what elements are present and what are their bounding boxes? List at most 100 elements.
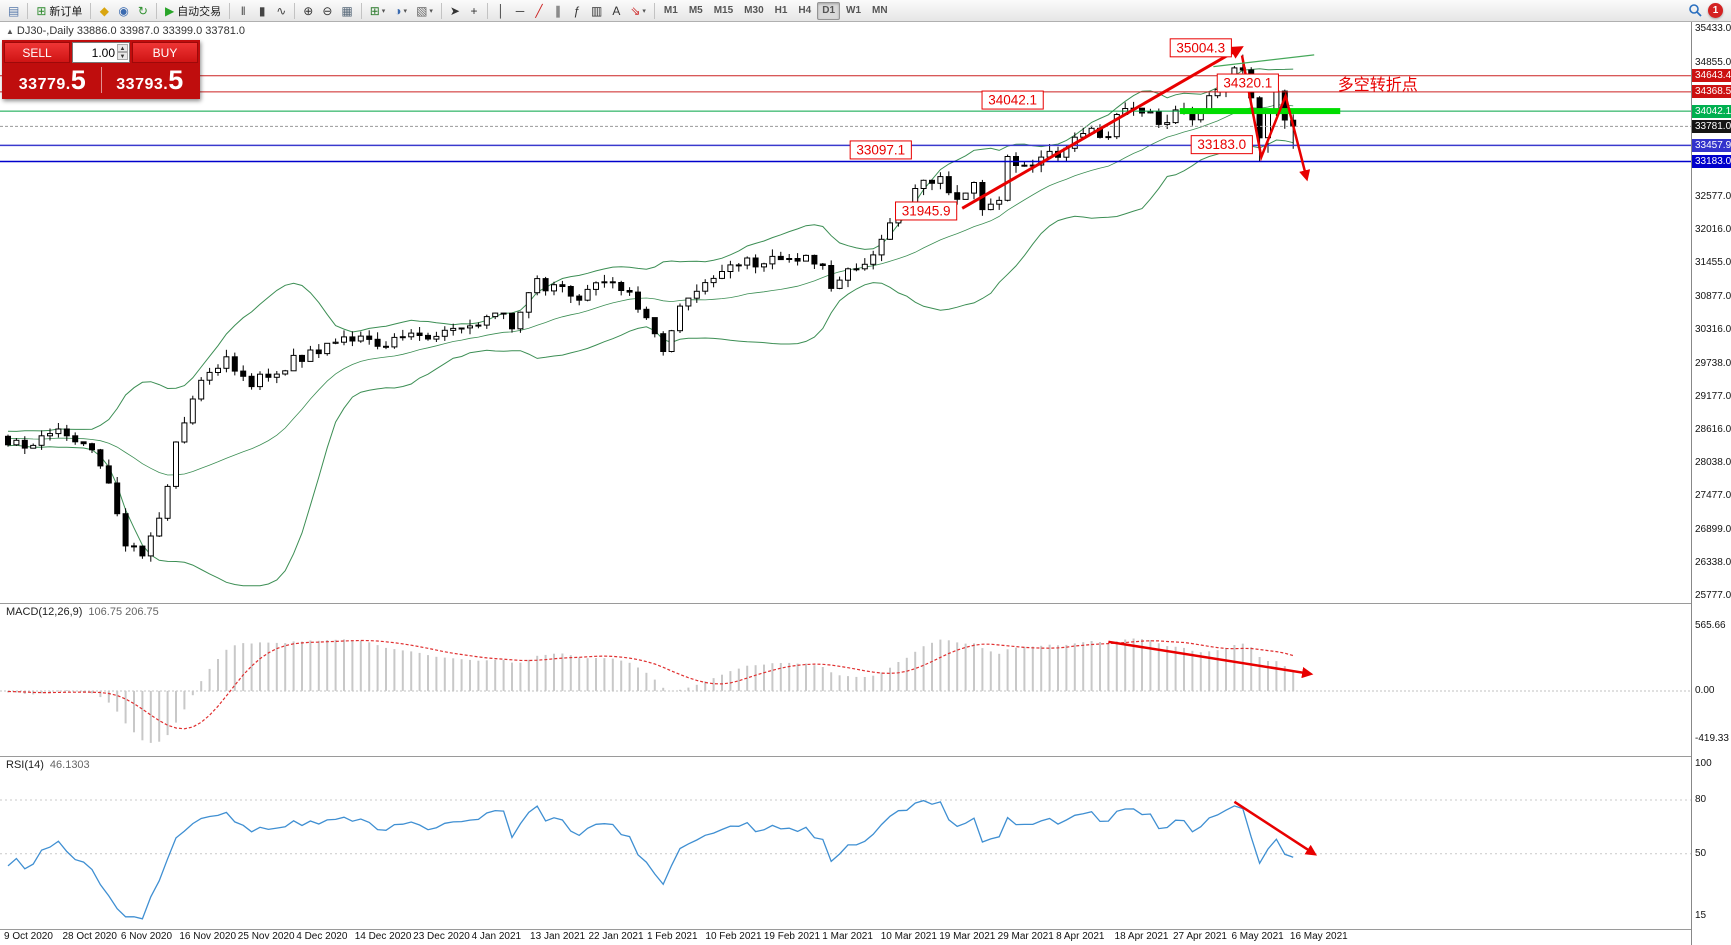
date-axis-label: 19 Mar 2021: [939, 931, 996, 942]
autotrading-icon: ▶: [164, 3, 175, 18]
buy-button[interactable]: BUY: [132, 42, 198, 63]
bar-chart-icon[interactable]: ‖: [234, 2, 252, 20]
price-annotation[interactable]: 33097.1: [849, 140, 912, 160]
rsi-trend-arrow[interactable]: [1233, 800, 1318, 856]
rsi-axis-label: 15: [1695, 910, 1707, 922]
toolbar-separator: [155, 2, 157, 19]
rsi-indicator-label: RSI(14) 46.1303: [6, 759, 90, 771]
price-annotation[interactable]: 35004.3: [1169, 38, 1232, 58]
new-order-button[interactable]: ⊞ 新订单: [32, 2, 86, 20]
zoom-in-button[interactable]: ⊕: [299, 2, 317, 20]
price-annotation[interactable]: 31945.9: [895, 201, 958, 221]
timeframe-d1-button[interactable]: D1: [817, 1, 841, 20]
one-click-trading-panel: SELL ▲ ▼ BUY 33779.5 33793.5: [2, 40, 200, 99]
trend-line-2[interactable]: [1240, 55, 1311, 182]
date-axis-label: 28 Oct 2020: [62, 931, 117, 942]
price-annotation[interactable]: 34042.1: [981, 90, 1044, 110]
refresh-icon-icon: ↻: [137, 3, 148, 18]
arrow-objects-icon-icon: ⇘: [630, 3, 641, 18]
timeframe-h4-button[interactable]: H4: [798, 5, 812, 16]
text-annotation[interactable]: 多空转折点: [1338, 76, 1418, 94]
fibonacci-icon[interactable]: ƒ: [568, 2, 586, 20]
date-axis-label: 13 Jan 2021: [530, 931, 586, 942]
timeframe-m15-button[interactable]: M15: [713, 5, 734, 16]
templates-icon-icon: ▧: [416, 3, 428, 18]
new-chart-button[interactable]: ⊞ ▾: [366, 2, 390, 20]
arrow-objects-icon[interactable]: ⇘ ▾: [626, 2, 650, 20]
main-chart[interactable]: 35004.3 34320.1 34042.1 33097.1 31945.9 33183…: [0, 22, 1691, 603]
panel-separator[interactable]: [0, 756, 1691, 757]
price-annotation[interactable]: 33183.0: [1190, 135, 1253, 155]
trend-line-1[interactable]: [961, 46, 1244, 210]
templates-icon[interactable]: ▧ ▾: [412, 2, 437, 20]
panel-separator[interactable]: [0, 603, 1691, 604]
new-chart-icon: ⊞: [369, 3, 380, 18]
chevron-down-icon: ▾: [381, 7, 386, 15]
zoom-out-icon: ⊖: [322, 3, 333, 18]
volume-down-button[interactable]: ▼: [117, 52, 128, 60]
sell-button[interactable]: SELL: [4, 42, 70, 63]
bar-chart-icon-icon: ‖: [240, 3, 246, 18]
fibonacci-icon-icon: ƒ: [573, 3, 581, 18]
text-icon-icon: A: [612, 3, 621, 18]
time-axis[interactable]: 9 Oct 2020 28 Oct 2020 6 Nov 2020 16 Nov 20…: [0, 930, 1691, 945]
price-axis[interactable]: 35433.034855.034294.833733.833172.832577…: [1692, 22, 1731, 945]
cursor-icon[interactable]: ➤: [446, 2, 464, 20]
toolbar-separator: [90, 2, 92, 19]
tile-windows-icon[interactable]: ▦: [337, 2, 356, 20]
date-axis-label: 23 Dec 2020: [413, 931, 470, 942]
search-icon[interactable]: [1688, 3, 1703, 18]
line-chart-icon[interactable]: ∿: [272, 2, 290, 20]
autotrading-button[interactable]: ▶ 自动交易: [161, 2, 225, 20]
rsi-chart[interactable]: [0, 757, 1691, 929]
notification-badge[interactable]: 1: [1708, 3, 1723, 18]
refresh-icon[interactable]: ↻: [134, 2, 152, 20]
timeframe-m1-button[interactable]: M1: [663, 5, 678, 16]
price-annotation[interactable]: 34320.1: [1216, 73, 1279, 93]
buy-price[interactable]: 33793. 5: [102, 64, 199, 95]
timeframe-m5-button[interactable]: M5: [688, 5, 703, 16]
toolbar-right: 1: [1688, 3, 1727, 18]
vertical-line-icon[interactable]: │: [492, 2, 510, 20]
price-tag: 33183.0: [1692, 154, 1731, 168]
svg-text:33183.0: 33183.0: [1197, 137, 1246, 152]
trend-line-3[interactable]: [1213, 54, 1315, 68]
price-axis-label: 29738.0: [1695, 357, 1731, 369]
trendline-icon[interactable]: ╱: [530, 2, 548, 20]
volume-up-button[interactable]: ▲: [117, 44, 128, 52]
macd-trend-arrow[interactable]: [1108, 640, 1314, 679]
shapes-icon[interactable]: ▥: [587, 2, 606, 20]
support-zone-highlight[interactable]: [1179, 108, 1341, 115]
timeframe-w1-button[interactable]: W1: [846, 5, 862, 16]
date-axis-label: 25 Nov 2020: [237, 931, 295, 942]
macd-indicator-label: MACD(12,26,9) 106.75 206.75: [6, 606, 159, 618]
price-axis-label: 30316.0: [1695, 323, 1731, 335]
candlestick-chart-icon[interactable]: ▮: [253, 2, 271, 20]
date-axis-label: 16 May 2021: [1289, 931, 1348, 942]
timeframe-m30-button[interactable]: M30: [744, 5, 764, 16]
data-window-icon[interactable]: ◉: [114, 2, 132, 20]
toolbar-separator: [229, 2, 231, 19]
shapes-icon-icon: ▥: [590, 3, 603, 18]
svg-text:31945.9: 31945.9: [902, 203, 951, 218]
market-watch-icon[interactable]: ◆: [95, 2, 113, 20]
zoom-out-button[interactable]: ⊖: [318, 2, 336, 20]
timeframe-h1-button[interactable]: H1: [774, 5, 788, 16]
buy-price-pips: 5: [168, 64, 184, 95]
price-axis-label: 27477.0: [1695, 490, 1731, 502]
charts-toolbar-icon[interactable]: ▤: [4, 2, 23, 20]
equidistant-channel-icon[interactable]: ∥: [549, 2, 567, 20]
volume-input[interactable]: [73, 44, 117, 61]
crosshair-icon[interactable]: +: [465, 2, 483, 20]
profiles-icon[interactable]: ◑ ▾: [390, 2, 411, 20]
date-axis-label: 27 Apr 2021: [1173, 931, 1227, 942]
bollinger-lower-band: [7, 139, 1294, 587]
horizontal-line-icon[interactable]: ─: [511, 2, 529, 20]
date-axis-label: 1 Feb 2021: [646, 931, 698, 942]
timeframe-mn-button[interactable]: MN: [872, 5, 888, 16]
autotrading-button-label: 自动交易: [177, 5, 222, 18]
sell-price[interactable]: 33779. 5: [4, 66, 101, 94]
macd-chart[interactable]: [0, 604, 1691, 755]
text-icon[interactable]: A: [607, 2, 625, 20]
